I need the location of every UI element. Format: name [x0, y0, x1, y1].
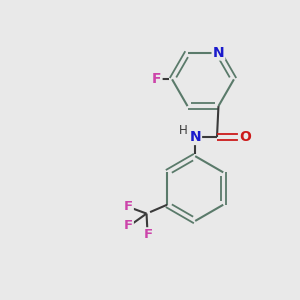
- Text: N: N: [213, 46, 224, 60]
- Text: F: F: [124, 219, 133, 232]
- Text: F: F: [143, 228, 153, 241]
- Text: N: N: [189, 130, 201, 144]
- Text: O: O: [239, 130, 251, 144]
- Text: F: F: [152, 72, 161, 86]
- Text: F: F: [124, 200, 133, 213]
- Text: H: H: [178, 124, 187, 137]
